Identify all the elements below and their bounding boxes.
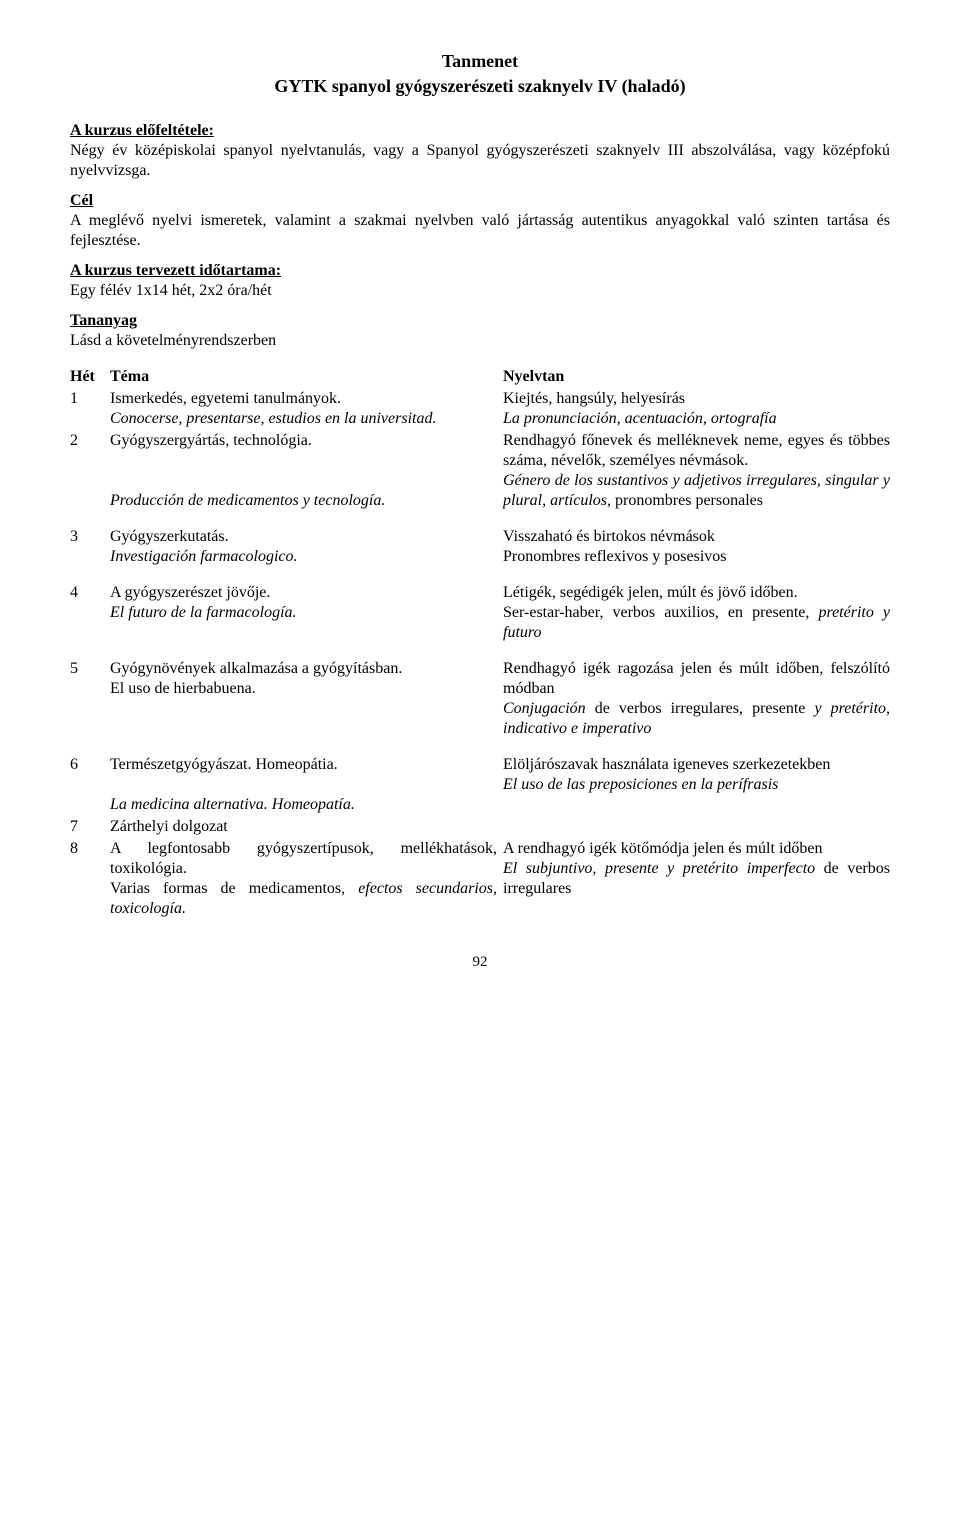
topic-cell: A gyógyszerészet jövője. El futuro de la…	[110, 583, 497, 645]
grammar-cell: Kiejtés, hangsúly, helyesírás La pronunc…	[503, 389, 890, 431]
topic-es: La medicina alternativa. Homeopatía.	[110, 796, 355, 813]
grammar-es: La pronunciación, acentuación, ortografí…	[503, 410, 777, 427]
grammar-es-a: Ser-estar-haber, verbos auxilios, en pre…	[503, 604, 818, 621]
doc-title: Tanmenet	[70, 50, 890, 73]
week-num: 6	[70, 755, 104, 817]
col-header-week: Hét	[70, 367, 104, 389]
material-text: Lásd a követelményrendszerben	[70, 332, 276, 349]
topic-hu: Természetgyógyászat. Homeopátia.	[110, 756, 338, 773]
grammar-hu: Visszaható és birtokos névmások	[503, 528, 715, 545]
grammar-cell: Létigék, segédigék jelen, múlt és jövő i…	[503, 583, 890, 645]
grammar-cell: Rendhagyó igék ragozása jelen és múlt id…	[503, 659, 890, 741]
row-gap	[70, 569, 890, 583]
prereq-block: A kurzus előfeltétele: Négy év középisko…	[70, 121, 890, 181]
grammar-hu: Rendhagyó főnevek és melléknevek neme, e…	[503, 432, 890, 469]
grammar-cell: Visszaható és birtokos névmások Pronombr…	[503, 527, 890, 569]
topic-hu-b: Varias formas de medicamentos,	[110, 880, 358, 897]
grammar-cell	[503, 817, 890, 839]
grammar-es-b: de verbos irregulares, presente	[586, 700, 815, 717]
topic-hu: A gyógyszerészet jövője.	[110, 584, 270, 601]
topic-cell: Zárthelyi dolgozat	[110, 817, 497, 839]
material-block: Tananyag Lásd a követelményrendszerben	[70, 311, 890, 351]
topic-es: El futuro de la farmacología.	[110, 604, 297, 621]
week-num: 4	[70, 583, 104, 645]
grammar-cell: A rendhagyó igék kötőmódja jelen és múlt…	[503, 839, 890, 921]
topic-hu: Gyógyszerkutatás.	[110, 528, 229, 545]
col-header-topic: Téma	[110, 367, 497, 389]
row-gap	[70, 645, 890, 659]
grammar-es-a: El subjuntivo, presente y pretérito impe…	[503, 860, 815, 877]
topic-cell: Gyógyszerkutatás. Investigación farmacol…	[110, 527, 497, 569]
duration-text: Egy félév 1x14 hét, 2x2 óra/hét	[70, 282, 272, 299]
grammar-es: Pronombres reflexivos y posesivos	[503, 548, 727, 565]
row-gap	[70, 741, 890, 755]
goal-text: A meglévő nyelvi ismeretek, valamint a s…	[70, 212, 890, 249]
doc-subtitle: GYTK spanyol gyógyszerészeti szaknyelv I…	[70, 75, 890, 98]
topic-cell: Gyógyszergyártás, technológia. Producció…	[110, 431, 497, 513]
week-num: 8	[70, 839, 104, 921]
row-gap	[70, 513, 890, 527]
grammar-hu: Létigék, segédigék jelen, múlt és jövő i…	[503, 584, 798, 601]
syllabus-table: Hét Téma Nyelvtan 1 Ismerkedés, egyetemi…	[70, 367, 890, 921]
grammar-hu: Elöljárószavak használata igeneves szerk…	[503, 756, 830, 773]
grammar-hu: Rendhagyó igék ragozása jelen és múlt id…	[503, 660, 890, 697]
week-num: 1	[70, 389, 104, 431]
grammar-cell: Rendhagyó főnevek és melléknevek neme, e…	[503, 431, 890, 513]
prereq-heading: A kurzus előfeltétele:	[70, 122, 214, 139]
goal-block: Cél A meglévő nyelvi ismeretek, valamint…	[70, 191, 890, 251]
topic-es: Producción de medicamentos y tecnología.	[110, 492, 385, 509]
goal-heading: Cél	[70, 192, 93, 209]
duration-heading: A kurzus tervezett időtartama:	[70, 262, 281, 279]
topic-hu: Gyógyszergyártás, technológia.	[110, 432, 312, 449]
topic-es: Conocerse, presentarse, estudios en la u…	[110, 410, 436, 427]
grammar-es: El uso de las preposiciones en la perífr…	[503, 776, 778, 793]
topic-hu: Ismerkedés, egyetemi tanulmányok.	[110, 390, 341, 407]
grammar-hu: Kiejtés, hangsúly, helyesírás	[503, 390, 685, 407]
topic-es: Investigación farmacologico.	[110, 548, 298, 565]
topic-hu-a: A legfontosabb gyógyszertípusok, mellékh…	[110, 840, 497, 877]
week-num: 7	[70, 817, 104, 839]
duration-block: A kurzus tervezett időtartama: Egy félév…	[70, 261, 890, 301]
col-header-grammar: Nyelvtan	[503, 367, 890, 389]
topic-hu-a: Gyógynövények alkalmazása a gyógyításban…	[110, 660, 402, 677]
week-num: 2	[70, 431, 104, 513]
week-num: 5	[70, 659, 104, 741]
material-heading: Tananyag	[70, 312, 137, 329]
topic-cell: Természetgyógyászat. Homeopátia. La medi…	[110, 755, 497, 817]
grammar-cell: Elöljárószavak használata igeneves szerk…	[503, 755, 890, 817]
prereq-text: Négy év középiskolai spanyol nyelvtanulá…	[70, 142, 890, 179]
topic-hu-b: El uso de hierbabuena.	[110, 680, 256, 697]
topic-cell: Ismerkedés, egyetemi tanulmányok. Conoce…	[110, 389, 497, 431]
topic-cell: Gyógynövények alkalmazása a gyógyításban…	[110, 659, 497, 741]
week-num: 3	[70, 527, 104, 569]
page-number: 92	[70, 953, 890, 972]
grammar-es-tail: pronombres personales	[611, 492, 763, 509]
topic-cell: A legfontosabb gyógyszertípusok, mellékh…	[110, 839, 497, 921]
topic-hu: Zárthelyi dolgozat	[110, 818, 228, 835]
grammar-hu: A rendhagyó igék kötőmódja jelen és múlt…	[503, 840, 823, 857]
grammar-es-a: Conjugación	[503, 700, 586, 717]
